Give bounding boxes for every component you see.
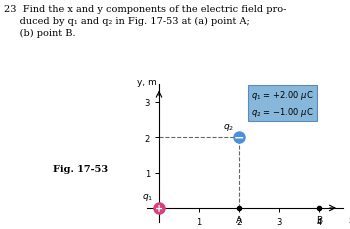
Text: Fig. 17-53: Fig. 17-53 (53, 164, 108, 173)
Text: y, m: y, m (137, 78, 157, 87)
X-axis label: x, m: x, m (349, 215, 350, 224)
Text: $q_1$ = +2.00 $\mu$C
$q_2$ = −1.00 $\mu$C: $q_1$ = +2.00 $\mu$C $q_2$ = −1.00 $\mu$… (251, 88, 314, 119)
Text: A: A (236, 215, 242, 224)
Text: +: + (155, 203, 163, 213)
Text: $q_2$: $q_2$ (223, 121, 234, 132)
Text: $q_1$: $q_1$ (142, 191, 153, 202)
Text: −: − (234, 131, 244, 144)
Text: 23  Find the x and y components of the electric field pro-
     duced by q₁ and : 23 Find the x and y components of the el… (4, 5, 286, 37)
Text: B: B (316, 215, 322, 224)
